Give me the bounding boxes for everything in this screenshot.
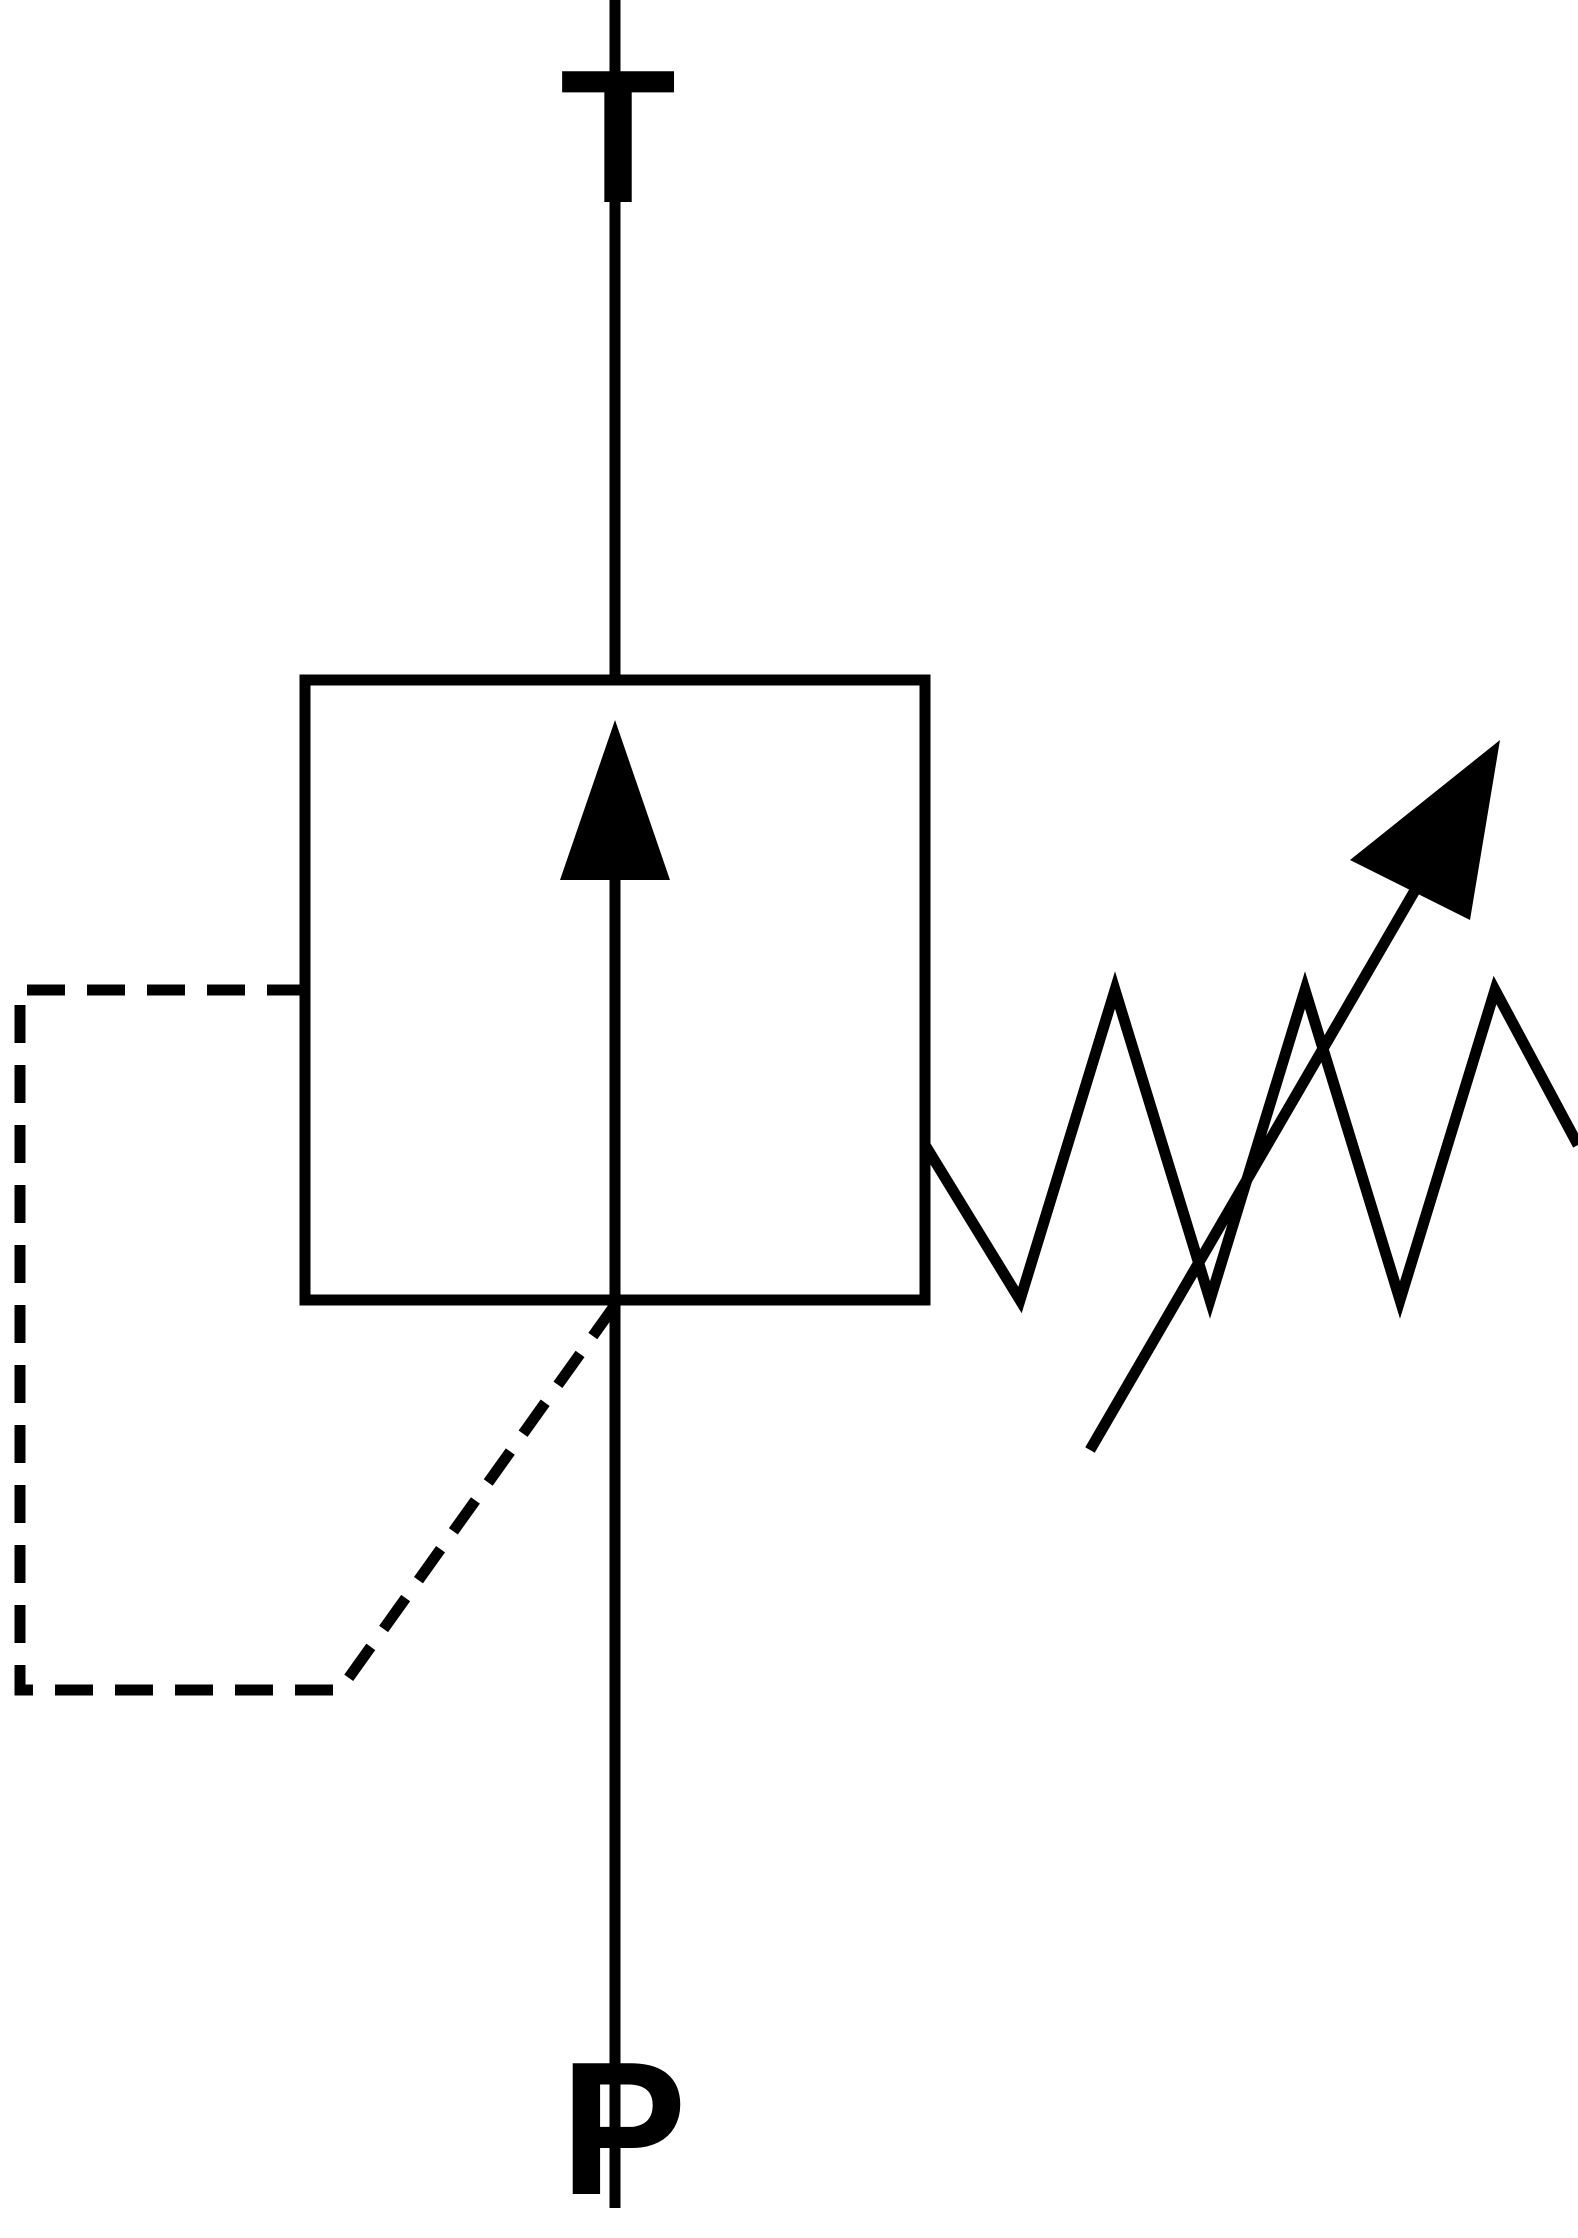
adjust-arrow-head [1350,740,1500,920]
pressure-relief-valve-diagram [0,0,1578,2208]
spring [925,990,1578,1300]
port-label-p: P [560,2020,687,2238]
pilot-line [20,990,615,1690]
flow-arrow-head [560,720,670,880]
port-label-t: T [560,28,676,246]
adjust-arrow-shaft [1090,830,1450,1450]
